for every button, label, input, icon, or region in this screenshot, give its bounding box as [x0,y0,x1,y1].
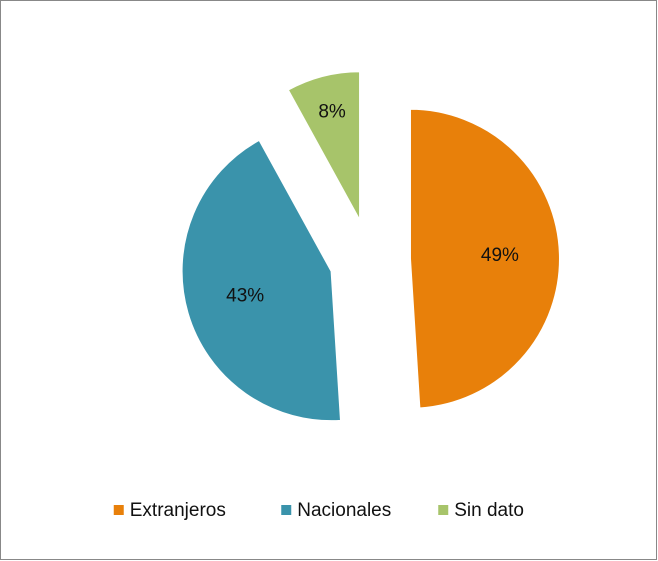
legend-swatch [438,505,449,515]
legend-swatch [281,505,292,515]
data-label: 43% [226,285,264,306]
data-label: 8% [318,101,346,122]
legend-label: Nacionales [297,500,391,521]
legend-label: Extranjeros [130,500,226,521]
legend-label: Sin dato [454,500,524,521]
pie-slice [180,138,343,423]
pie-slice [286,70,362,222]
data-label: 49% [481,245,519,266]
pie-slice [408,107,561,410]
legend-swatch [113,505,124,515]
